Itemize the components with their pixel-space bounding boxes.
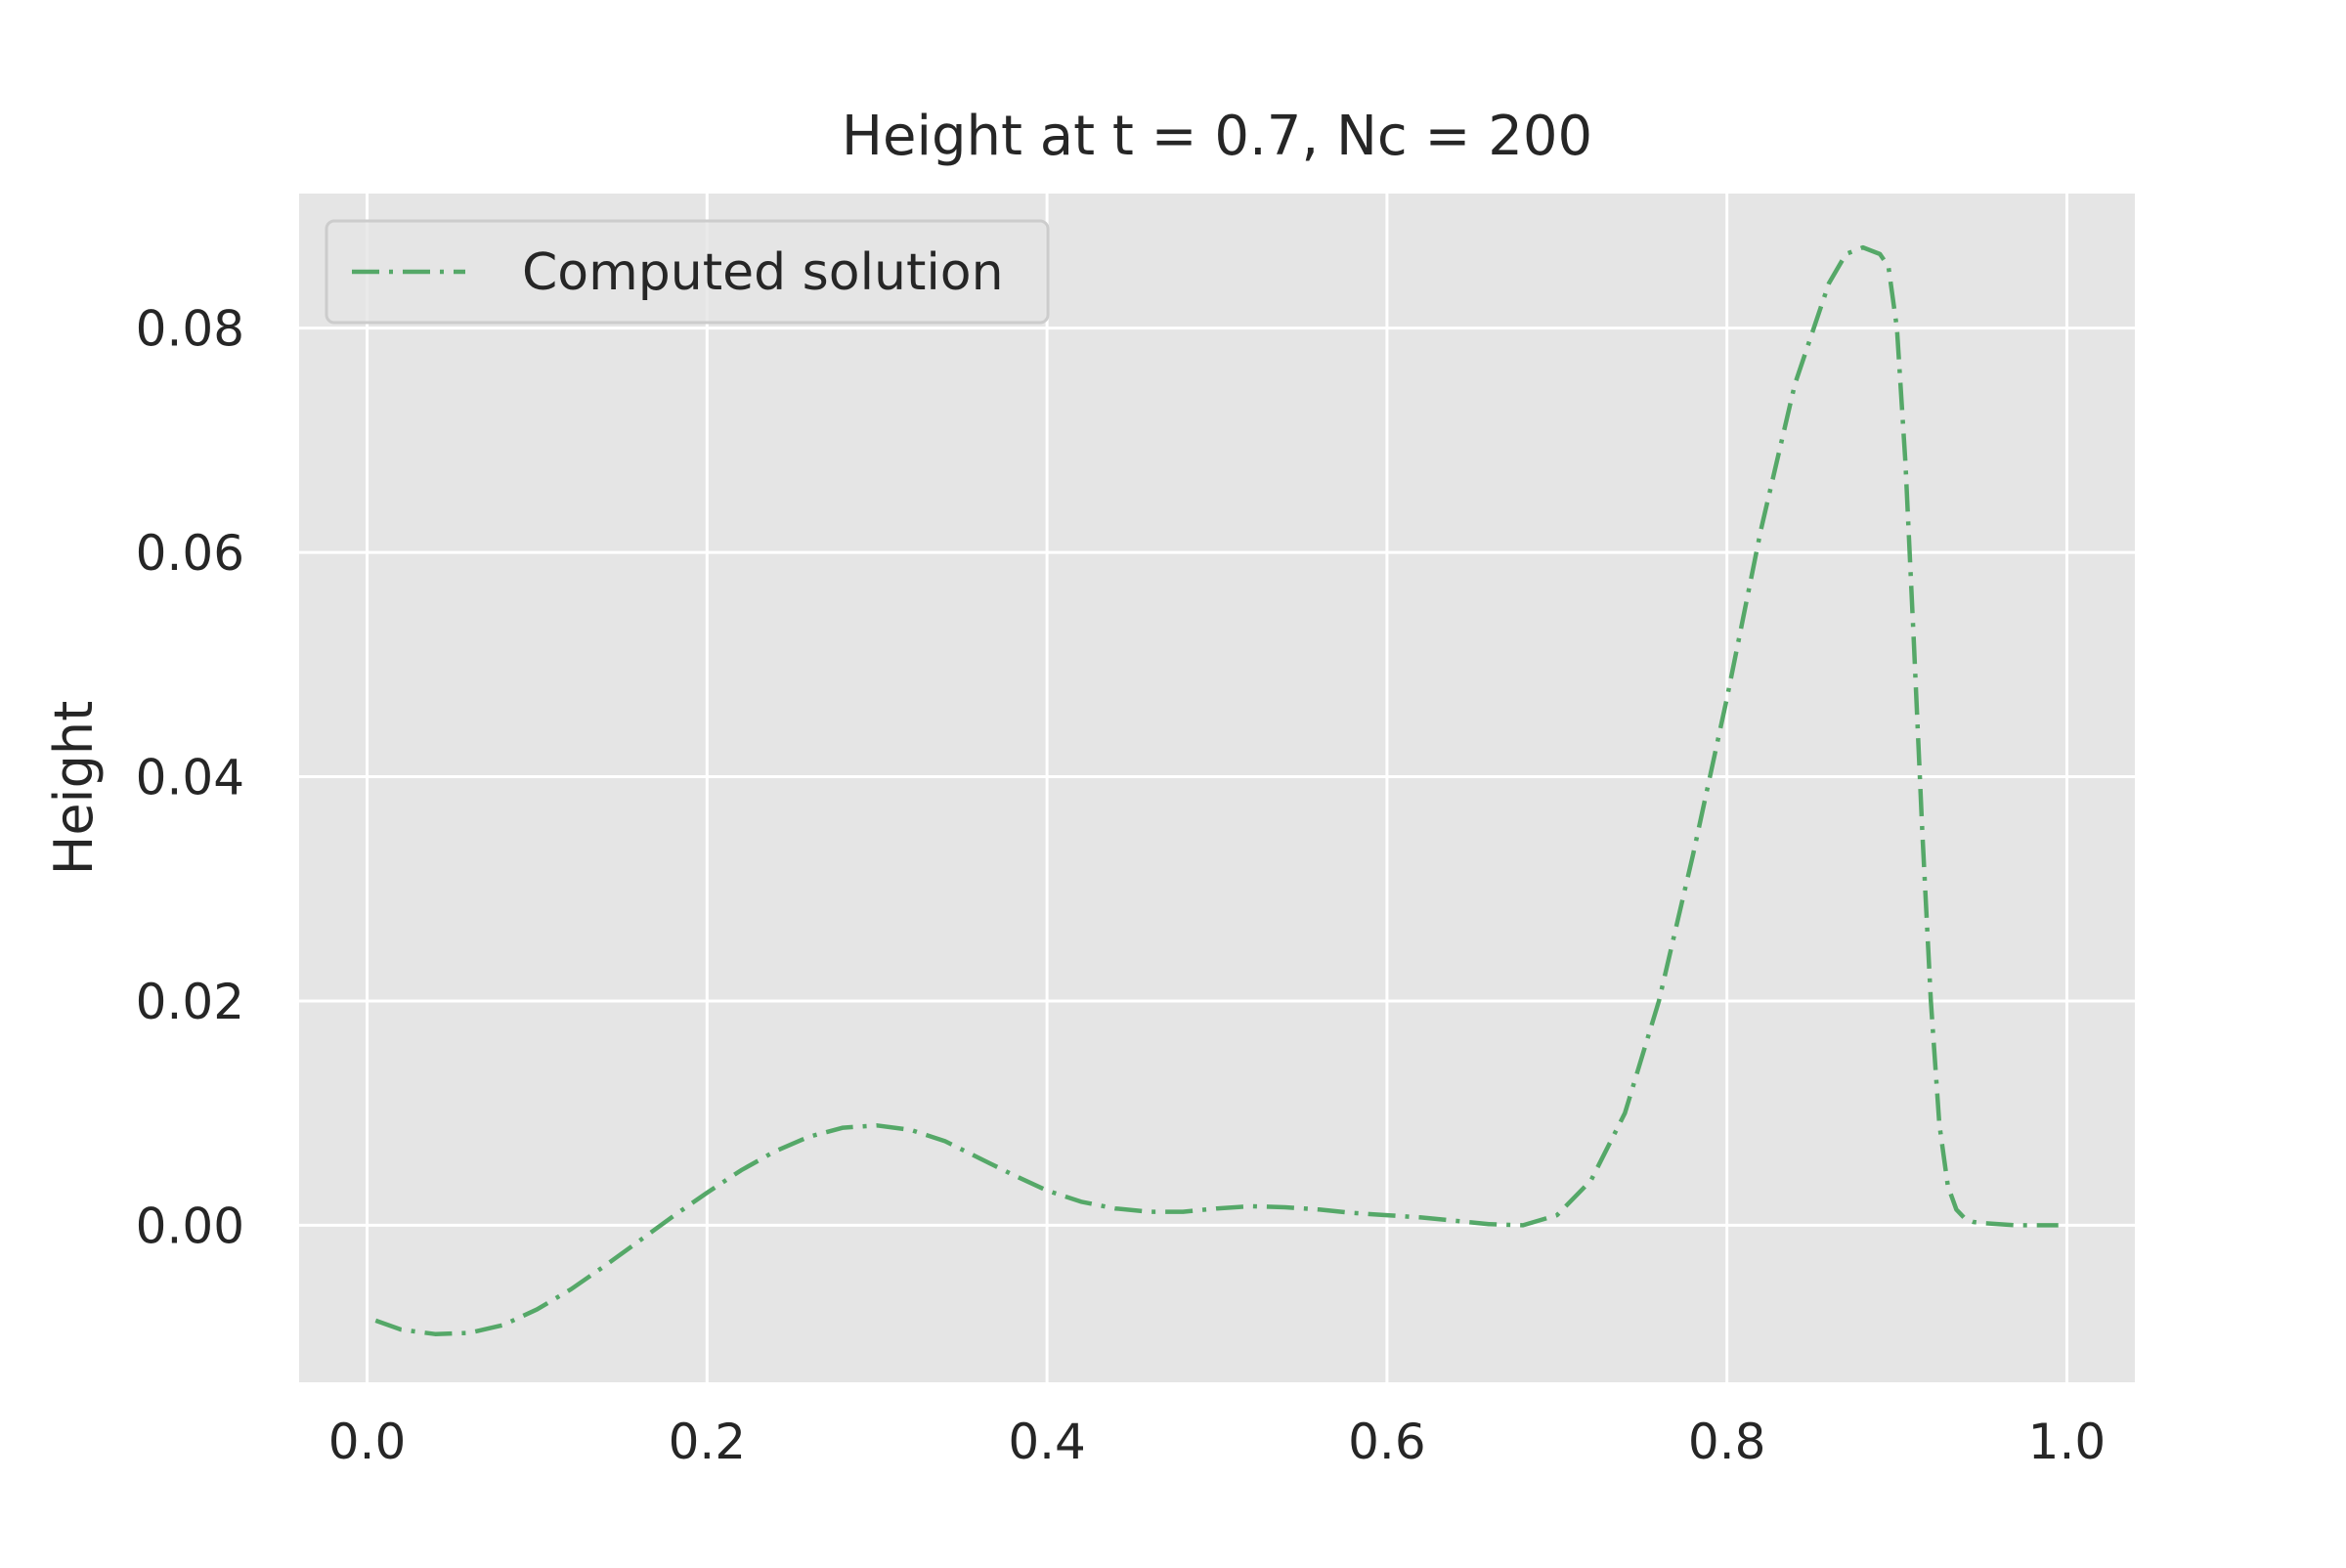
chart-title: Height at t = 0.7, Nc = 200 (842, 105, 1592, 168)
tick-labels: 0.0 0.2 0.4 0.6 0.8 1.0 0.00 0.02 0.04 0.06 0.08 (136, 301, 2107, 1470)
x-tick-label: 0.2 (669, 1414, 747, 1470)
x-tick-label: 0.6 (1348, 1414, 1426, 1470)
x-tick-label: 0.0 (328, 1414, 407, 1470)
legend: Computed solution (325, 219, 1050, 325)
x-tick-label: 0.4 (1008, 1414, 1086, 1470)
y-tick-label: 0.04 (136, 750, 244, 806)
y-tick-label: 0.02 (136, 974, 244, 1030)
y-tick-label: 0.00 (136, 1198, 244, 1254)
legend-box (325, 219, 1050, 325)
grid (299, 194, 2135, 1382)
legend-label-computed-solution: Computed solution (522, 243, 1004, 302)
series-layer (374, 244, 2059, 1336)
x-tick-label: 1.0 (2028, 1414, 2107, 1470)
y-axis-label: Height (43, 701, 105, 876)
y-tick-label: 0.06 (136, 525, 244, 582)
x-tick-label: 0.8 (1688, 1414, 1766, 1470)
series-line-computed-solution (374, 244, 2059, 1336)
plot-area (299, 194, 2135, 1382)
y-tick-label: 0.08 (136, 301, 244, 358)
